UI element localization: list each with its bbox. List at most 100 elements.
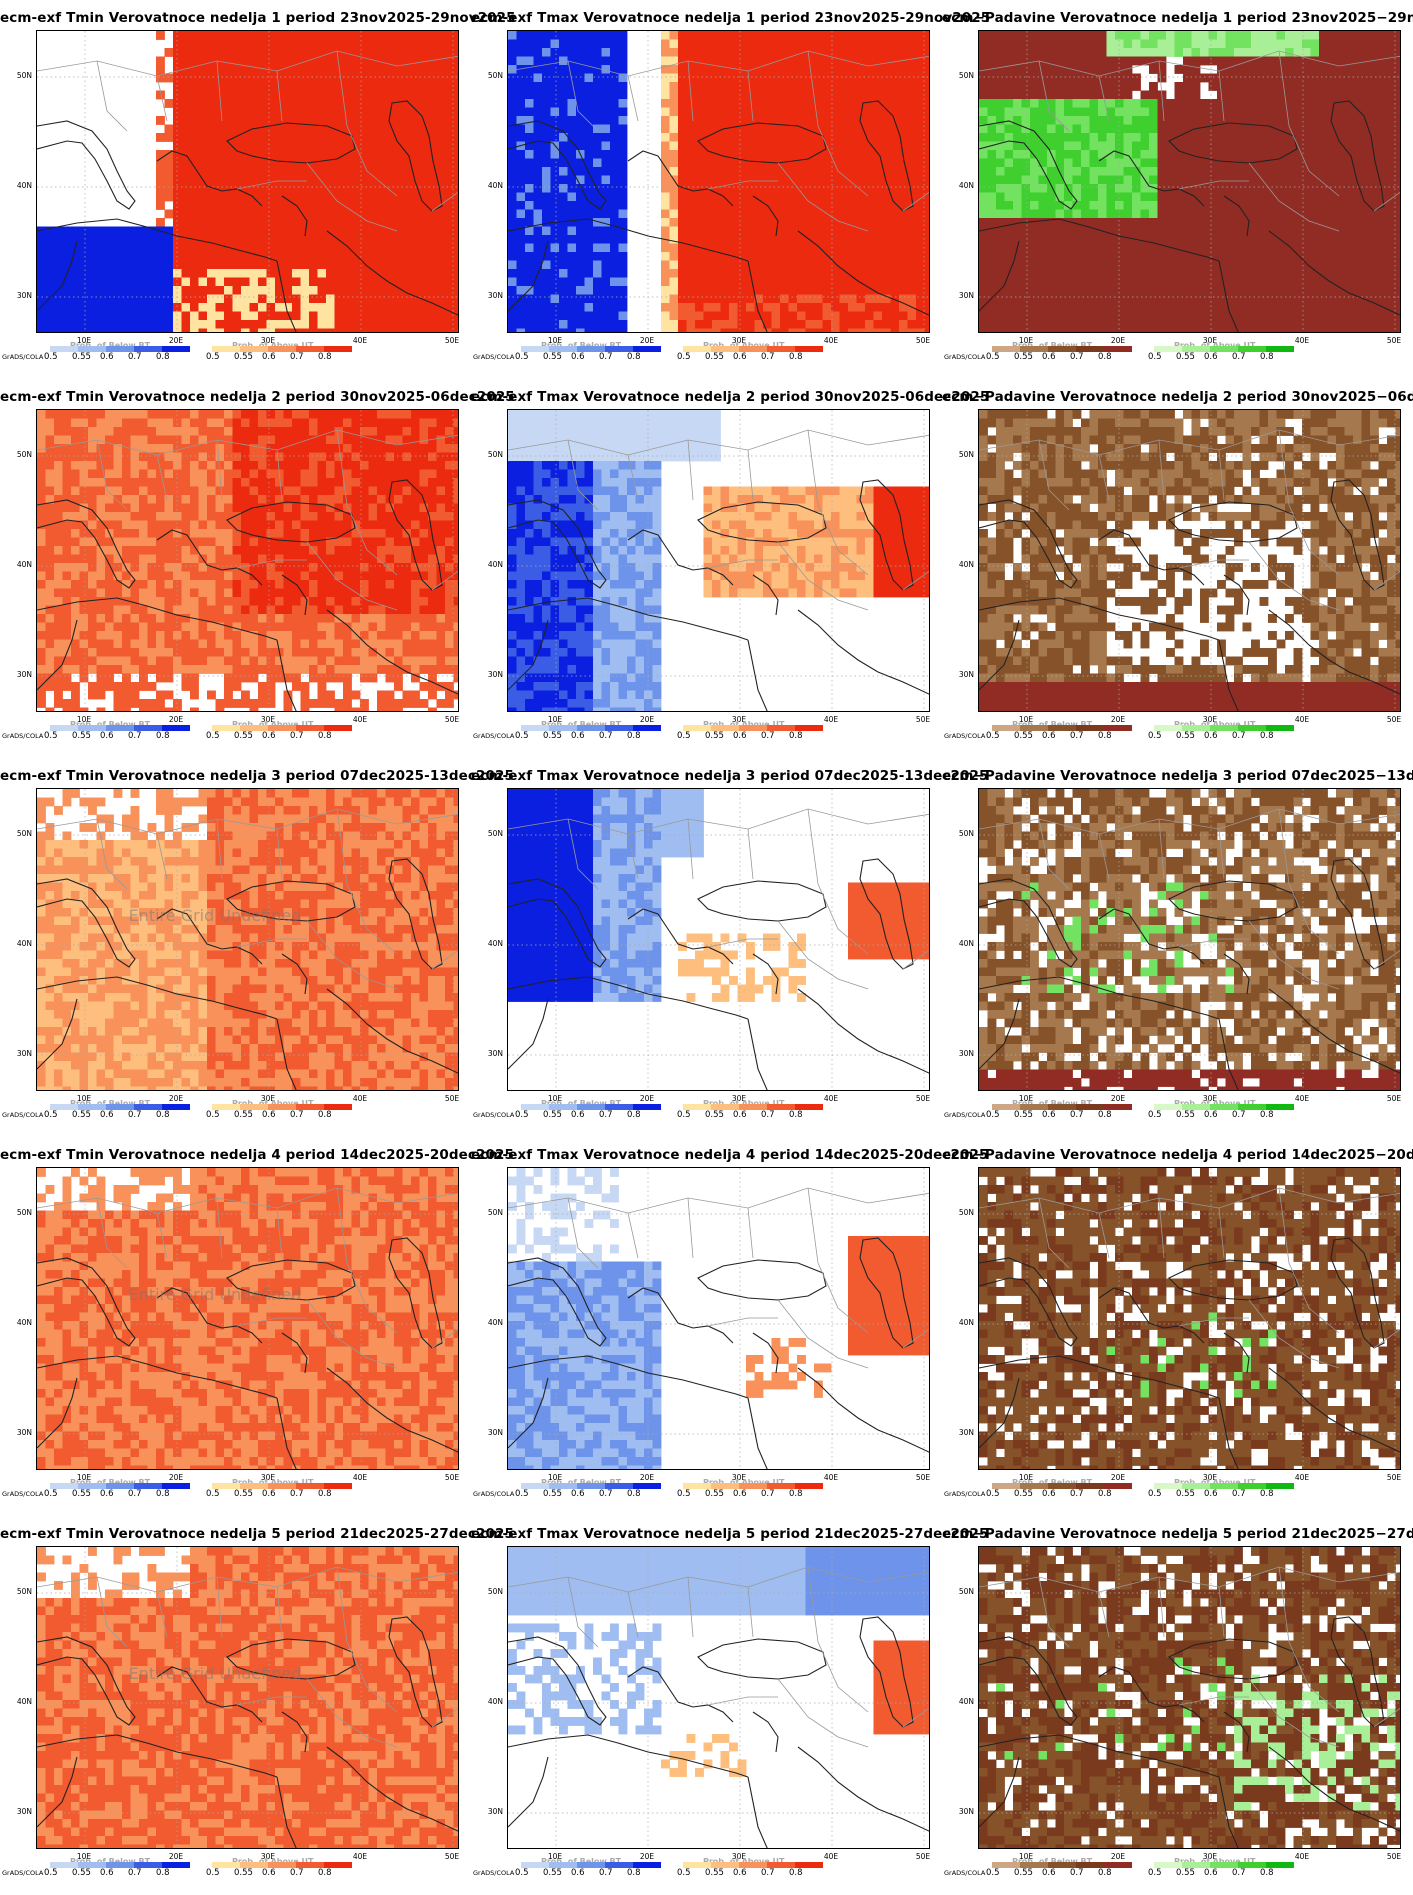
legend-title: Prob. of Below BT [1012, 1478, 1092, 1487]
lon-label: 50E [445, 715, 459, 724]
legend-tick: 0.55 [1014, 731, 1033, 741]
legend-tick: 0.8 [789, 352, 803, 362]
lon-label: 30E [732, 336, 746, 345]
legend-swatch [324, 1104, 352, 1110]
map-field [37, 1547, 458, 1848]
legend-tick: 0.7 [128, 731, 142, 741]
legend-swatch [605, 346, 633, 352]
legend-tick: 0.6 [262, 1868, 276, 1878]
legend-tick: 0.6 [1042, 352, 1056, 362]
map-frame [978, 788, 1401, 1091]
legend-tick: 0.55 [1176, 352, 1195, 362]
lon-label: 30E [261, 715, 275, 724]
legend-swatch [1154, 1104, 1182, 1110]
grads-credit: GrADS/COLA [2, 1111, 43, 1119]
legend-swatch [1104, 1862, 1132, 1868]
legend-tick: 0.8 [1260, 1489, 1274, 1499]
lat-label: 40N [481, 939, 503, 948]
legend-swatch [324, 1483, 352, 1489]
map-field [979, 1168, 1400, 1469]
legend-swatch [1182, 1483, 1210, 1489]
legend-swatch [50, 1483, 78, 1489]
lon-label: 50E [1387, 1094, 1401, 1103]
legend-swatch [1238, 1104, 1266, 1110]
legend-swatch [212, 1104, 240, 1110]
legend-tick: 0.6 [571, 731, 585, 741]
legend-tick: 0.7 [599, 352, 613, 362]
legend-tick: 0.8 [156, 1868, 170, 1878]
legend-swatch [240, 1104, 268, 1110]
lat-label: 50N [481, 450, 503, 459]
legend-tick: 0.55 [705, 1868, 724, 1878]
map-field [508, 1168, 929, 1469]
map-field [37, 789, 458, 1090]
lat-label: 30N [481, 291, 503, 300]
legend-swatch [162, 1483, 190, 1489]
map-field [979, 31, 1400, 332]
legend-swatch [1020, 1104, 1048, 1110]
legend-swatch [577, 1104, 605, 1110]
legend-swatch [795, 1483, 823, 1489]
lon-label: 10E [548, 1094, 562, 1103]
legend-tick: 0.5 [677, 1868, 691, 1878]
legend-tick: 0.6 [1042, 731, 1056, 741]
map-panel: ecm-exf Tmin Verovatnoce nedelja 5 perio… [0, 1516, 514, 1895]
lon-label: 20E [1111, 1094, 1125, 1103]
lat-label: 50N [952, 450, 974, 459]
legend-tick: 0.6 [1204, 731, 1218, 741]
panel-title: ecm-exf Tmax Verovatnoce nedelja 5 perio… [471, 1526, 988, 1542]
legend-tick: 0.7 [761, 1110, 775, 1120]
legend-tick: 0.7 [1232, 352, 1246, 362]
legend-swatch [1104, 725, 1132, 731]
legend-tick: 0.55 [543, 1868, 562, 1878]
legend-swatch [711, 1104, 739, 1110]
lat-label: 40N [10, 560, 32, 569]
lat-label: 40N [952, 1318, 974, 1327]
legend-swatch [296, 1483, 324, 1489]
legend-swatch [549, 1104, 577, 1110]
legend-tick: 0.5 [206, 352, 220, 362]
map-field [508, 789, 929, 1090]
map-panel: ecm−Padavine Verovatnoce nedelja 5 perio… [942, 1516, 1413, 1895]
legend-tick: 0.55 [72, 1868, 91, 1878]
legend-tick: 0.7 [290, 731, 304, 741]
legend-tick: 0.55 [72, 731, 91, 741]
lat-label: 50N [481, 71, 503, 80]
legend-tick: 0.7 [1070, 1110, 1084, 1120]
grads-credit: GrADS/COLA [473, 1869, 514, 1877]
legend-title: Prob. of Above UT [1174, 341, 1255, 350]
map-panel: ecm-exf Tmax Verovatnoce nedelja 5 perio… [471, 1516, 988, 1895]
legend-tick: 0.6 [1042, 1868, 1056, 1878]
legend-swatch [767, 1104, 795, 1110]
legend-tick: 0.55 [1176, 1110, 1195, 1120]
lat-label: 50N [10, 829, 32, 838]
map-frame [978, 1167, 1401, 1470]
legend-swatch [240, 1483, 268, 1489]
legend-tick: 0.7 [128, 1489, 142, 1499]
legend-tick: 0.7 [290, 1110, 304, 1120]
legend-swatch [633, 346, 661, 352]
lat-label: 30N [952, 291, 974, 300]
map-frame [978, 30, 1401, 333]
legend-swatch [324, 1862, 352, 1868]
lon-label: 30E [261, 1094, 275, 1103]
legend-tick: 0.5 [1148, 1489, 1162, 1499]
lat-label: 30N [10, 291, 32, 300]
legend-tick: 0.55 [543, 1110, 562, 1120]
legend-swatch [633, 725, 661, 731]
legend-tick: 0.55 [543, 1489, 562, 1499]
grads-credit: GrADS/COLA [2, 1869, 43, 1877]
legend-tick: 0.5 [677, 731, 691, 741]
lon-label: 20E [640, 336, 654, 345]
legend-tick: 0.55 [1014, 1489, 1033, 1499]
legend-title: Prob. of Above UT [1174, 720, 1255, 729]
legend-tick: 0.5 [515, 1489, 529, 1499]
lat-label: 40N [481, 1697, 503, 1706]
lat-label: 30N [481, 1049, 503, 1058]
legend-swatch [1076, 1862, 1104, 1868]
legend-tick: 0.6 [100, 1110, 114, 1120]
legend-swatch [767, 725, 795, 731]
lat-label: 30N [481, 1428, 503, 1437]
legend-tick: 0.5 [986, 731, 1000, 741]
legend-swatch [1182, 346, 1210, 352]
